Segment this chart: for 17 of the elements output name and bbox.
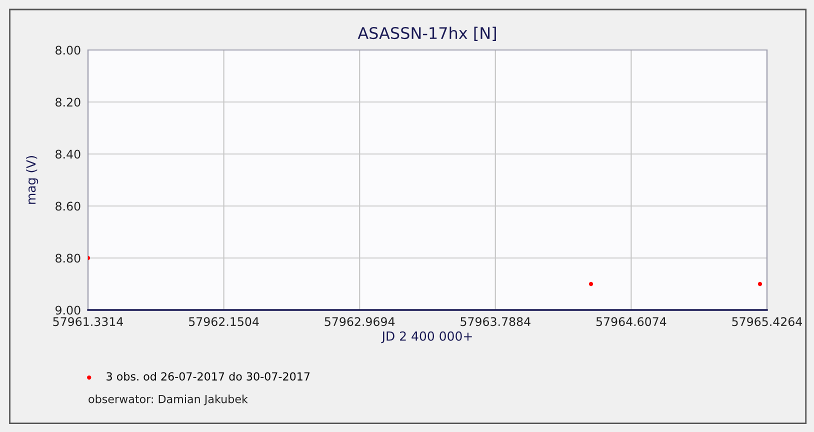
- y-tick-label: 8.60: [56, 202, 80, 211]
- x-tick-label: 57961.3314: [53, 317, 124, 326]
- y-tick-label: 8.80: [56, 254, 80, 263]
- x-tick-label: 57965.4264: [732, 317, 802, 326]
- legend-label: 3 obs. od 26-07-2017 do 30-07-2017: [106, 372, 310, 381]
- x-tick-label: 57963.7884: [460, 317, 530, 326]
- y-tick-label: 8.40: [56, 150, 80, 159]
- y-axis-title: mag (V): [26, 156, 38, 204]
- x-axis-title: JD 2 400 000+: [381, 331, 472, 344]
- y-tick-label: 9.00: [56, 306, 80, 315]
- x-tick-label: 57962.9694: [324, 317, 395, 326]
- y-tick-label: 8.20: [56, 98, 80, 107]
- text: obserwator: Damian Jakubek: [88, 394, 248, 406]
- y-tick-label: 8.00: [56, 46, 80, 55]
- x-tick-label: 57964.6074: [596, 317, 666, 326]
- x-tick-label: 57962.1504: [189, 317, 259, 326]
- chart-title: ASASSN-17hx [N]: [358, 26, 496, 41]
